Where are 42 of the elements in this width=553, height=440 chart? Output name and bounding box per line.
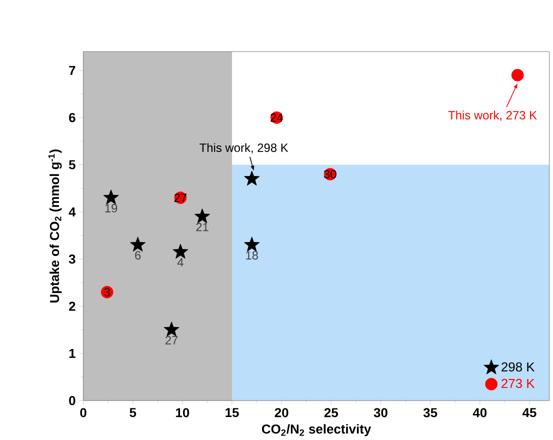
point [194,208,210,224]
x-tick-label: 25 [324,408,338,418]
y-axis-title: Uptake of CO$_{2}$ (mmol g$^{-1}$) [48,150,62,303]
annotation: 24 [270,114,283,122]
x-tick-label: 45 [522,408,536,418]
y-tick-label: 4 [68,208,76,217]
y-tick-label: 7 [69,66,76,76]
x-tick-label: 40 [472,408,487,418]
x-tick-label: 20 [274,408,288,418]
annotation: 27 [165,336,178,345]
point [511,69,524,82]
legend-label: 298 K [502,362,535,372]
annotation: 21 [196,223,208,232]
point [164,322,180,337]
point [103,190,119,205]
y-tick-label: 3 [68,254,76,264]
y-tick-label: 0 [69,396,76,406]
y-tick-label: 5 [68,160,76,170]
point [244,236,260,252]
annotation: 3 [104,288,110,297]
x-tick-label: 30 [374,408,388,418]
annotation: This work, 298 K [200,143,288,154]
legend-label: 273 K [502,379,535,388]
x-tick-label: 0 [80,408,86,418]
x-tick-label: 5 [130,408,136,418]
annotation: This work, 273 K [448,110,537,122]
x-tick-label: 15 [226,408,239,418]
annotation: 6 [135,251,141,260]
annotation: 27 [174,194,186,202]
x-tick-label: 10 [176,408,190,418]
y-tick-label: 6 [69,113,76,122]
y-tick-label: 1 [69,349,76,358]
annotation: 18 [246,251,258,260]
annotation: 19 [105,204,118,213]
y-tick-label: 2 [69,302,76,311]
annotation: 30 [324,170,336,179]
point [244,170,260,186]
annotation: 4 [177,258,184,267]
x-axis-title: CO$_{2}$/N$_{2}$ selectivity [262,424,372,436]
x-tick-label: 35 [423,408,438,418]
point [172,244,188,259]
point [130,236,146,252]
